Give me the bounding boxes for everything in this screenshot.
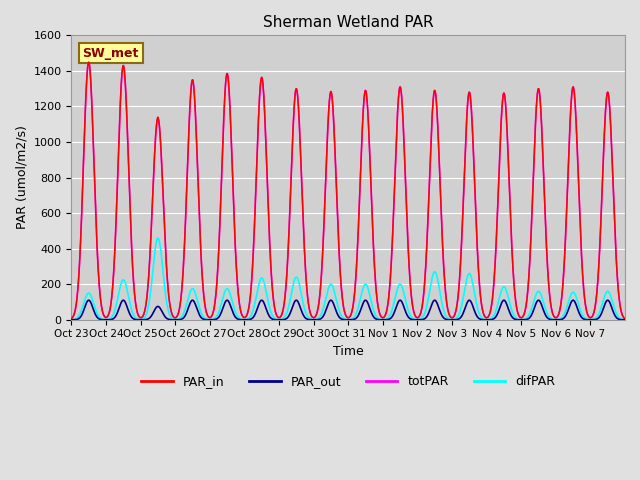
Text: SW_met: SW_met [83, 47, 139, 60]
Y-axis label: PAR (umol/m2/s): PAR (umol/m2/s) [15, 126, 28, 229]
X-axis label: Time: Time [333, 345, 364, 358]
Legend: PAR_in, PAR_out, totPAR, difPAR: PAR_in, PAR_out, totPAR, difPAR [136, 370, 560, 393]
Title: Sherman Wetland PAR: Sherman Wetland PAR [263, 15, 433, 30]
